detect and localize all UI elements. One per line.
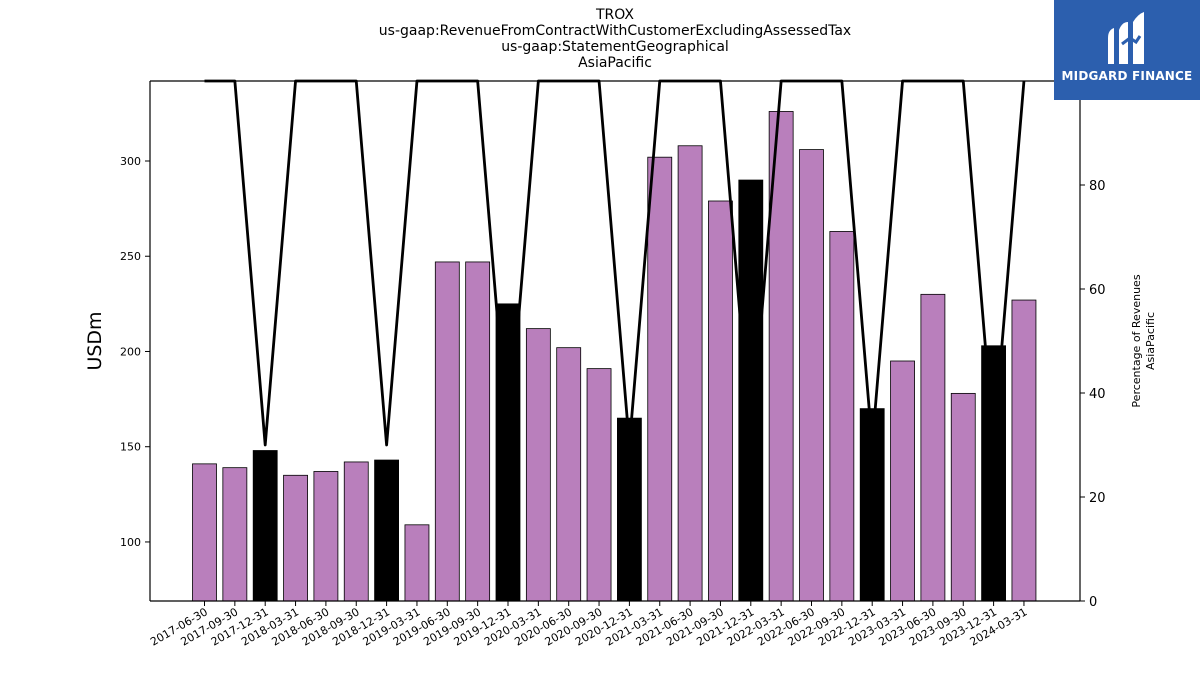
bar [829, 231, 855, 602]
midgard-logo-icon [1108, 12, 1144, 64]
y-tick-label: 250 [120, 250, 141, 263]
bar [556, 347, 582, 602]
bar [525, 328, 551, 602]
bar [981, 345, 1006, 602]
bar [890, 360, 915, 602]
y-tick-label: 150 [120, 441, 141, 454]
bar [1011, 299, 1037, 602]
y-tick-label: 100 [120, 536, 141, 549]
bar [313, 471, 339, 602]
bar [738, 179, 764, 602]
bar [920, 293, 946, 602]
chart-title-line-3: us-gaap:StatementGeographical [501, 39, 729, 55]
bar [343, 461, 369, 602]
bar [222, 467, 248, 602]
bar [283, 474, 308, 602]
bar [404, 524, 430, 602]
bar [192, 463, 217, 602]
chart-title-line-4: AsiaPacific [578, 55, 652, 71]
bar [799, 149, 824, 602]
y2-tick-label: 60 [1089, 283, 1106, 298]
y2-tick-label: 40 [1089, 387, 1106, 402]
y2-tick-label: 80 [1089, 179, 1106, 194]
logo-text: MIDGARD FINANCE [1061, 69, 1193, 83]
bar [586, 368, 612, 602]
y-tick-label: 300 [120, 155, 141, 168]
bar [950, 392, 976, 602]
y-tick-label: 200 [120, 345, 141, 358]
y-axis-label: USDm [84, 311, 106, 370]
bar [465, 261, 491, 602]
bar [708, 200, 733, 602]
chart-title-line-2: us-gaap:RevenueFromContractWithCustomerE… [378, 23, 852, 39]
chart-title-line-1: TROX [596, 7, 634, 23]
y2-axis-label-line1: Percentage of Revenues [1130, 274, 1143, 407]
bar [252, 450, 278, 602]
y2-axis-label-line2: AsiaPacific [1144, 312, 1157, 370]
bar [677, 145, 703, 602]
bar [374, 459, 400, 602]
midgard-finance-logo: MIDGARD FINANCE [1054, 0, 1200, 100]
bar [647, 156, 673, 602]
y2-tick-label: 20 [1089, 491, 1106, 506]
bar [617, 417, 642, 602]
bar [434, 261, 460, 602]
y2-tick-label: 0 [1089, 595, 1097, 610]
